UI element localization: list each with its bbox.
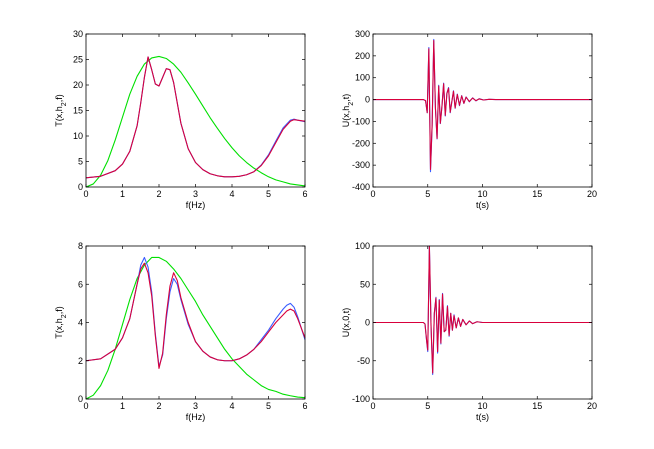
y-tick-label: 2 (78, 356, 83, 366)
x-tick-label: 15 (532, 189, 542, 199)
series-line-1 (85, 256, 306, 400)
y-tick-label: 50 (360, 279, 370, 289)
y-tick-label: 100 (355, 73, 370, 83)
y-tick-label: -200 (352, 138, 370, 148)
y-tick-label: -100 (352, 116, 370, 126)
y-tick-label: 0 (365, 95, 370, 105)
y-tick-label: 100 (355, 241, 370, 251)
x-tick-label: 2 (156, 401, 161, 411)
y-tick-label: 0 (78, 394, 83, 404)
x-tick-label: 4 (229, 189, 234, 199)
series-line-1 (373, 38, 592, 173)
y-tick-label: 25 (73, 55, 83, 65)
x-tick-label: 0 (370, 401, 375, 411)
x-tick-label: 6 (302, 189, 307, 199)
x-tick-label: 5 (266, 189, 271, 199)
x-tick-label: 10 (477, 401, 487, 411)
series-line-1 (85, 55, 306, 188)
series-line-2 (373, 245, 592, 374)
y-tick-label: -50 (357, 356, 370, 366)
x-tick-label: 5 (425, 401, 430, 411)
y-axis-label: T(x,h2,f) (54, 94, 68, 126)
y-tick-label: -100 (352, 394, 370, 404)
x-tick-label: 20 (587, 189, 597, 199)
subplot-3: 0 1 2 3 4 5 6 0 2 4 6 8 f(Hz) T(x,h2,f) (54, 241, 308, 422)
x-tick-label: 1 (120, 189, 125, 199)
y-tick-label: 8 (78, 241, 83, 251)
y-tick-label: 6 (78, 279, 83, 289)
x-tick-label: 0 (370, 189, 375, 199)
axes-frame (85, 245, 306, 400)
axes-frame (372, 33, 593, 188)
x-tick-label: 0 (83, 189, 88, 199)
y-tick-label: -400 (352, 182, 370, 192)
x-tick-label: 2 (156, 189, 161, 199)
x-tick-label: 5 (425, 189, 430, 199)
x-axis-label: f(Hz) (186, 200, 206, 210)
series-line-1 (373, 245, 592, 376)
x-tick-label: 20 (587, 401, 597, 411)
y-tick-label: 200 (355, 51, 370, 61)
x-tick-label: 1 (120, 401, 125, 411)
y-tick-label: 15 (73, 106, 83, 116)
x-axis-label: f(Hz) (186, 412, 206, 422)
x-tick-label: 0 (83, 401, 88, 411)
series-line-2 (85, 256, 306, 368)
subplot-4: 0 5 10 15 20 -100 -50 0 50 100 t(s) U(x,0,t) (341, 241, 597, 422)
y-axis-label: T(x,h2,f) (54, 306, 68, 338)
y-tick-label: 300 (355, 29, 370, 39)
series-line-3 (85, 262, 306, 369)
axes-frame (85, 33, 306, 188)
y-axis-label: U(x,0,t) (341, 308, 351, 338)
x-axis-label: t(s) (476, 412, 489, 422)
y-tick-label: 20 (73, 80, 83, 90)
y-tick-label: 30 (73, 29, 83, 39)
y-tick-label: -300 (352, 160, 370, 170)
x-axis-label: t(s) (476, 200, 489, 210)
subplot-1: 0 1 2 3 4 5 6 0 5 10 15 20 25 30 f(Hz) T(x,h2,f) (54, 29, 308, 210)
x-tick-label: 3 (193, 401, 198, 411)
series-line-2 (85, 56, 306, 179)
series-line-2 (373, 40, 592, 171)
y-tick-label: 4 (78, 318, 83, 328)
x-tick-label: 5 (266, 401, 271, 411)
y-tick-label: 0 (365, 318, 370, 328)
x-tick-label: 3 (193, 189, 198, 199)
subplot-2: 0 5 10 15 20-400-300-200-1000100200300t(s)U(… (341, 29, 597, 210)
x-tick-label: 10 (477, 189, 487, 199)
y-tick-label: 0 (78, 182, 83, 192)
y-tick-label: 10 (73, 131, 83, 141)
x-tick-label: 6 (302, 401, 307, 411)
y-tick-label: 5 (78, 157, 83, 167)
x-tick-label: 15 (532, 401, 542, 411)
x-tick-label: 4 (229, 401, 234, 411)
series-line-3 (85, 56, 306, 179)
